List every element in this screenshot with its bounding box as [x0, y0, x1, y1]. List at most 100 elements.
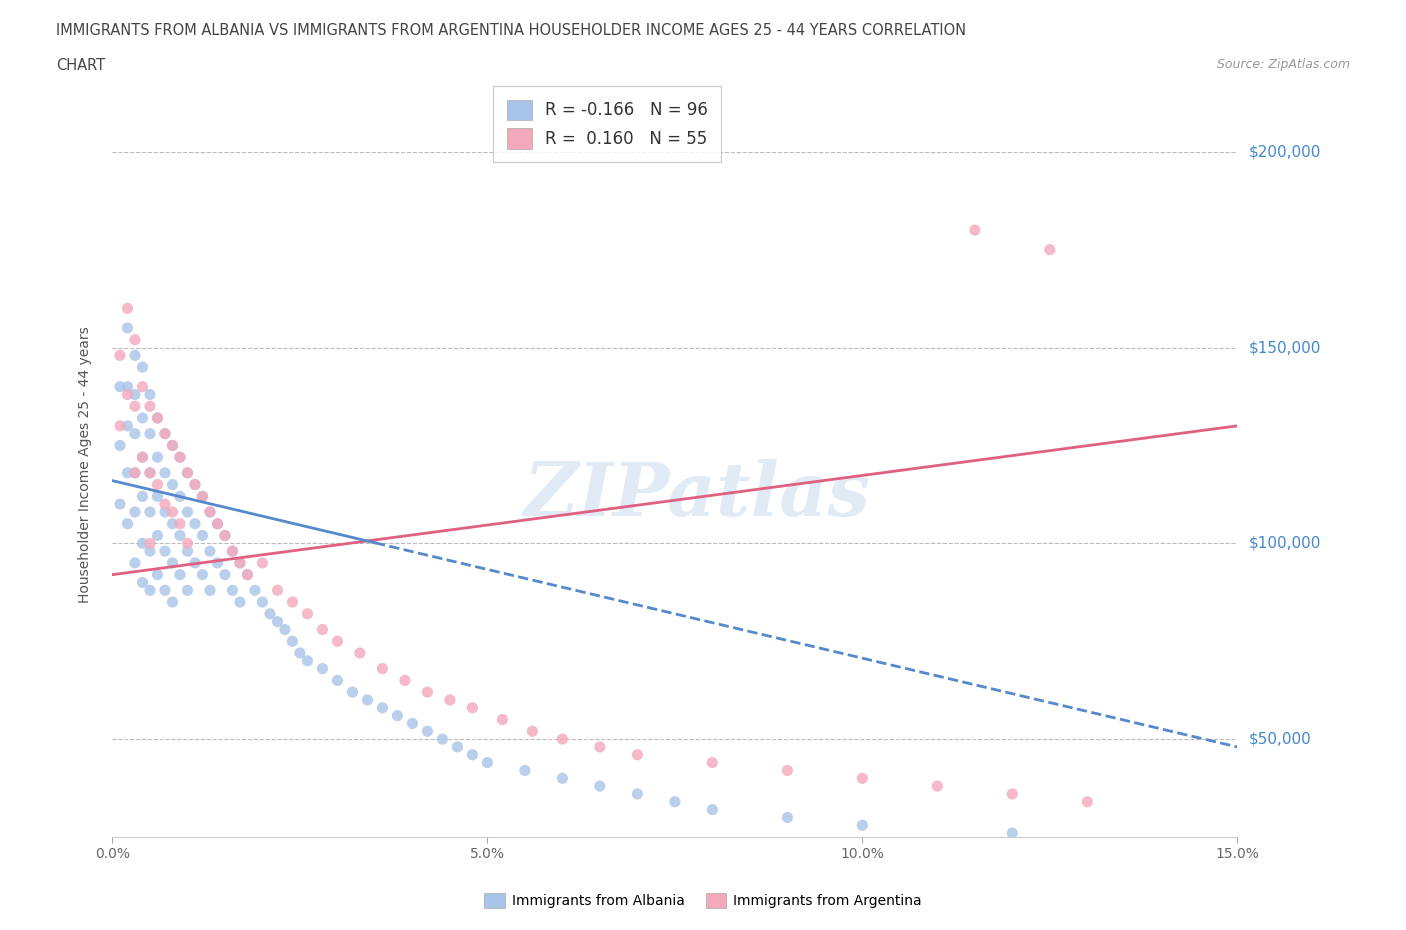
Point [184, 555, 207, 570]
Legend: R = -0.166   N = 96, R =  0.160   N = 55: R = -0.166 N = 96, R = 0.160 N = 55 [494, 86, 721, 162]
Point [207, 516, 229, 531]
Point [153, 544, 176, 559]
Point [513, 763, 536, 777]
Point [1039, 242, 1062, 257]
Point [146, 410, 169, 425]
Point [229, 555, 252, 570]
Point [432, 732, 454, 747]
Point [124, 505, 146, 520]
Point [191, 567, 214, 582]
Point [589, 778, 612, 793]
Point [297, 606, 319, 621]
Point [266, 583, 288, 598]
Point [297, 654, 319, 669]
Point [326, 673, 349, 688]
Point [214, 528, 236, 543]
Point [117, 379, 139, 394]
Point [274, 622, 297, 637]
Point [117, 387, 139, 402]
Point [162, 438, 184, 453]
Point [153, 426, 176, 441]
Point [356, 693, 378, 708]
Point [311, 661, 333, 676]
Point [184, 477, 207, 492]
Point [131, 575, 153, 590]
Point [108, 438, 131, 453]
Point [124, 332, 146, 347]
Point [146, 528, 169, 543]
Point [176, 536, 198, 551]
Point [108, 379, 131, 394]
Point [236, 567, 259, 582]
Point [349, 645, 371, 660]
Point [371, 700, 394, 715]
Point [401, 716, 423, 731]
Point [139, 387, 162, 402]
Point [153, 426, 176, 441]
Point [131, 360, 153, 375]
Point [131, 379, 153, 394]
Point [522, 724, 544, 738]
Point [139, 536, 162, 551]
Legend: Immigrants from Albania, Immigrants from Argentina: Immigrants from Albania, Immigrants from… [478, 888, 928, 914]
Point [162, 438, 184, 453]
Point [117, 516, 139, 531]
Point [851, 817, 873, 832]
Point [176, 505, 198, 520]
Point [281, 633, 304, 648]
Text: $150,000: $150,000 [1249, 340, 1320, 355]
Point [221, 544, 243, 559]
Point [551, 771, 574, 786]
Point [124, 465, 146, 480]
Point [851, 771, 873, 786]
Point [198, 544, 221, 559]
Point [117, 418, 139, 433]
Point [176, 544, 198, 559]
Point [146, 450, 169, 465]
Point [207, 555, 229, 570]
Point [1076, 794, 1098, 809]
Point [146, 567, 169, 582]
Point [169, 567, 191, 582]
Point [342, 684, 364, 699]
Point [589, 739, 612, 754]
Point [139, 544, 162, 559]
Point [146, 410, 169, 425]
Point [191, 528, 214, 543]
Point [176, 465, 198, 480]
Point [184, 477, 207, 492]
Point [108, 418, 131, 433]
Point [416, 684, 439, 699]
Point [139, 583, 162, 598]
Point [124, 399, 146, 414]
Point [394, 673, 416, 688]
Point [162, 505, 184, 520]
Point [439, 693, 461, 708]
Point [776, 763, 799, 777]
Point [191, 489, 214, 504]
Text: Source: ZipAtlas.com: Source: ZipAtlas.com [1216, 58, 1350, 71]
Point [131, 410, 153, 425]
Y-axis label: Householder Income Ages 25 - 44 years: Householder Income Ages 25 - 44 years [77, 326, 91, 604]
Text: ZIPatlas: ZIPatlas [524, 458, 870, 531]
Point [229, 555, 252, 570]
Point [311, 622, 333, 637]
Text: CHART: CHART [56, 58, 105, 73]
Point [221, 544, 243, 559]
Point [198, 583, 221, 598]
Point [259, 606, 281, 621]
Point [162, 594, 184, 609]
Point [702, 803, 724, 817]
Point [139, 399, 162, 414]
Point [1001, 826, 1024, 841]
Point [169, 450, 191, 465]
Point [963, 222, 986, 237]
Point [207, 516, 229, 531]
Point [139, 505, 162, 520]
Point [288, 645, 311, 660]
Point [108, 348, 131, 363]
Point [702, 755, 724, 770]
Point [162, 555, 184, 570]
Point [927, 778, 949, 793]
Point [387, 708, 409, 723]
